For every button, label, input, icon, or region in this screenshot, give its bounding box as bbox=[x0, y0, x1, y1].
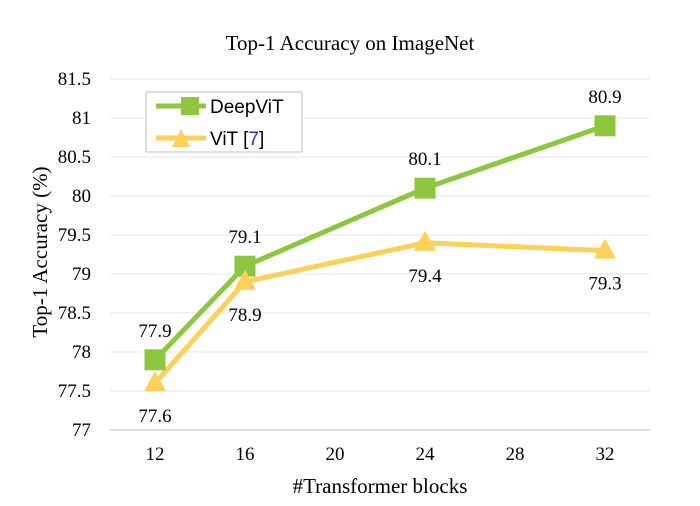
series-line-deepvit bbox=[153, 123, 606, 362]
data-point-vit bbox=[594, 238, 616, 259]
data-label-vit: 79.3 bbox=[588, 274, 621, 295]
series-line-vit bbox=[153, 240, 606, 385]
legend-label-deepvit: DeepViT bbox=[210, 97, 284, 118]
legend-box bbox=[145, 91, 303, 153]
x-tick-label: 24 bbox=[416, 444, 436, 465]
x-axis-ticks: 12 16 20 24 28 32 bbox=[146, 444, 615, 465]
data-point-vit bbox=[144, 371, 166, 392]
legend-vit-name: ViT bbox=[210, 129, 239, 150]
data-label-vit: 77.6 bbox=[138, 406, 171, 427]
y-tick-label: 79.5 bbox=[58, 225, 91, 246]
y-tick-label: 81 bbox=[72, 108, 91, 129]
y-tick-label: 77 bbox=[72, 420, 91, 441]
data-label-vit: 78.9 bbox=[228, 305, 261, 326]
y-tick-label: 79 bbox=[72, 264, 91, 285]
y-tick-label: 80 bbox=[72, 186, 91, 207]
legend-label-vit: ViT [7] bbox=[210, 129, 264, 150]
legend-vit-citation: 7 bbox=[248, 129, 259, 150]
y-axis-label: Top-1 Accuracy (%) bbox=[28, 166, 52, 337]
data-point-vit bbox=[414, 230, 436, 251]
x-tick-label: 12 bbox=[146, 444, 165, 465]
legend-square-marker-icon bbox=[181, 97, 199, 115]
y-tick-label: 78.5 bbox=[58, 303, 91, 324]
x-axis-label: #Transformer blocks bbox=[293, 474, 468, 498]
y-tick-label: 77.5 bbox=[58, 381, 91, 402]
data-labels: 77.9 79.1 80.1 80.9 77.6 78.9 79.4 79.3 bbox=[138, 87, 621, 427]
x-tick-label: 32 bbox=[596, 444, 615, 465]
series-lines bbox=[153, 123, 606, 385]
data-point-deepvit bbox=[414, 177, 436, 199]
y-tick-label: 78 bbox=[72, 342, 91, 363]
y-tick-label: 80.5 bbox=[58, 147, 91, 168]
data-point-deepvit bbox=[234, 255, 256, 277]
chart-title: Top-1 Accuracy on ImageNet bbox=[226, 31, 475, 55]
data-point-deepvit bbox=[144, 349, 166, 371]
data-label-deepvit: 79.1 bbox=[228, 227, 261, 248]
data-label-deepvit: 80.1 bbox=[408, 149, 441, 170]
x-tick-label: 28 bbox=[506, 444, 525, 465]
data-label-deepvit: 80.9 bbox=[588, 87, 621, 108]
series-markers bbox=[144, 115, 616, 392]
x-tick-label: 20 bbox=[326, 444, 345, 465]
data-label-deepvit: 77.9 bbox=[138, 321, 171, 342]
data-label-vit: 79.4 bbox=[408, 266, 442, 287]
y-tick-label: 81.5 bbox=[58, 69, 91, 90]
data-point-vit bbox=[234, 269, 256, 290]
data-point-deepvit bbox=[594, 115, 616, 137]
y-axis-ticks: 77 77.5 78 78.5 79 79.5 80 80.5 81 81.5 bbox=[58, 69, 91, 441]
legend: DeepViT ViT [7] bbox=[145, 91, 303, 153]
x-tick-label: 16 bbox=[236, 444, 255, 465]
legend-triangle-marker-icon bbox=[172, 129, 190, 147]
